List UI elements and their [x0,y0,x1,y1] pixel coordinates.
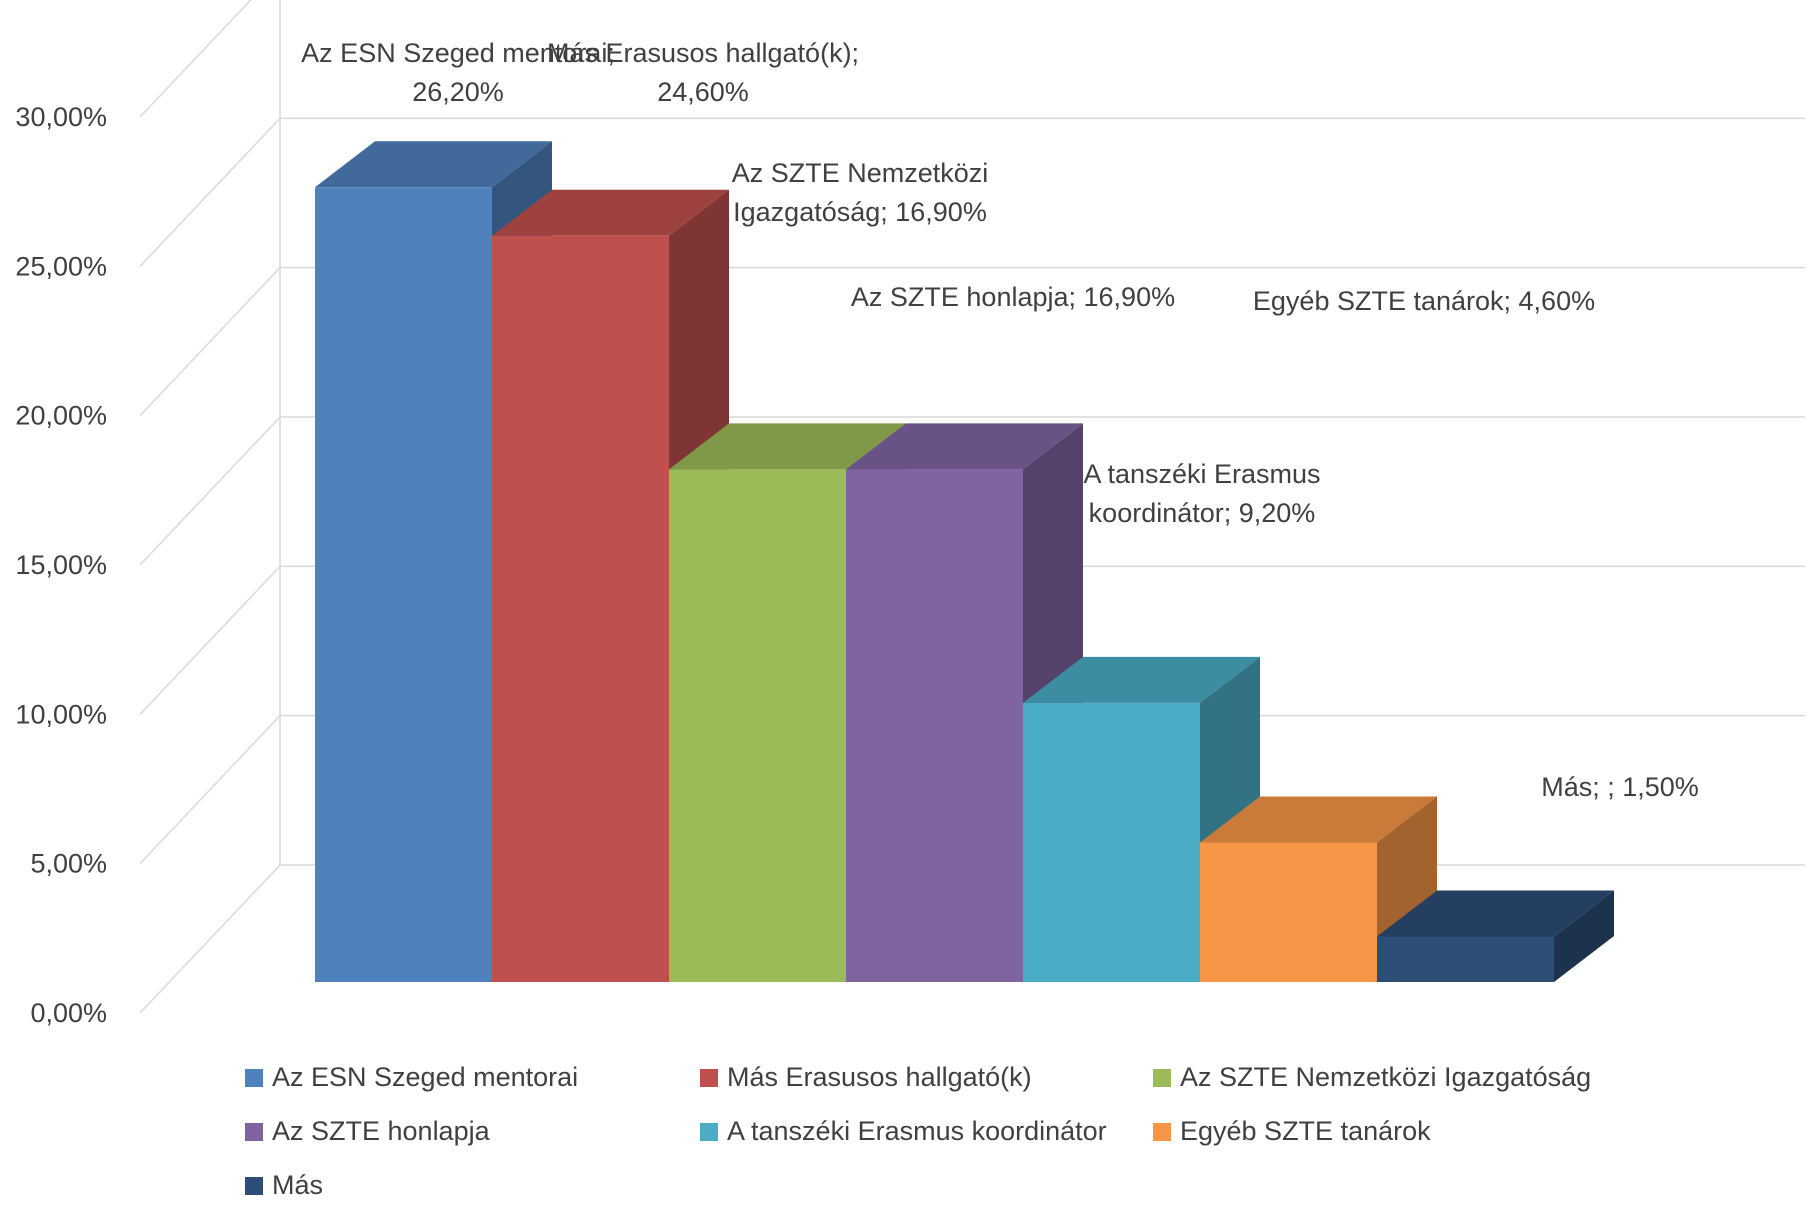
data-label: 26,20% [412,77,504,107]
bar-front [1023,702,1200,982]
bar-top [315,141,552,188]
y-tick-label: 30,00% [15,102,107,132]
legend-item: Más Erasusos hallgató(k) [700,1062,1032,1092]
legend-swatch [700,1069,718,1087]
legend-item: Az ESN Szeged mentorai [245,1062,578,1092]
legend-item: Egyéb SZTE tanárok [1153,1116,1431,1146]
bar-top [1200,796,1437,843]
bar-front [1200,842,1377,982]
gridline-side [139,864,281,1014]
data-label: Az ESN Szeged mentorai; [301,38,615,68]
bar-front [669,469,846,982]
legend-label: Más [272,1170,323,1200]
y-tick-label: 15,00% [15,550,107,580]
gridline-side [139,565,281,715]
legend-label: A tanszéki Erasmus koordinátor [727,1116,1107,1146]
legend-label: Egyéb SZTE tanárok [1180,1116,1431,1146]
legend-label: Az ESN Szeged mentorai [272,1062,578,1092]
data-label: Igazgatóság; 16,90% [733,197,987,227]
gridline-side [139,715,281,865]
y-tick-label: 25,00% [15,251,107,281]
legend-item: Az SZTE Nemzetközi Igazgatóság [1153,1062,1591,1092]
data-labels: Az ESN Szeged mentorai; 26,20% Más Erasuso… [301,38,1699,802]
bar-top [1377,890,1614,937]
gridline-side [139,117,281,267]
bar-top [1023,656,1260,703]
data-label: Egyéb SZTE tanárok; 4,60% [1253,286,1595,316]
bar-front [846,469,1023,982]
legend-swatch [245,1177,263,1195]
bar-top [669,423,906,470]
legend-swatch [1153,1123,1171,1141]
legend-label: Más Erasusos hallgató(k) [727,1062,1032,1092]
gridline-side [139,0,252,118]
bar-top [492,189,729,236]
legend-swatch [245,1069,263,1087]
legend-item: Más [245,1170,323,1200]
gridline-side [139,416,281,566]
bar [1377,890,1614,982]
bar-side [1554,890,1614,982]
bar-front [1377,936,1554,982]
bar-front [492,235,669,983]
data-label: koordinátor; 9,20% [1089,498,1316,528]
y-tick-label: 10,00% [15,699,107,729]
gridline-side [139,267,281,417]
legend: Az ESN Szeged mentorai Más Erasusos hallg… [245,1062,1591,1200]
legend-swatch [1153,1069,1171,1087]
data-label: Más Erasusos hallgató(k); [547,38,859,68]
legend-item: Az SZTE honlapja [245,1116,491,1146]
legend-swatch [245,1123,263,1141]
data-label: Az SZTE Nemzetközi [732,158,989,188]
bar-front [315,187,492,982]
data-label: A tanszéki Erasmus [1083,459,1320,489]
legend-item: A tanszéki Erasmus koordinátor [700,1116,1107,1146]
bar-top [846,423,1083,470]
data-label: Más; ; 1,50% [1541,772,1699,802]
y-tick-label: 5,00% [30,849,107,879]
legend-label: Az SZTE honlapja [272,1116,491,1146]
bar [846,423,1083,982]
legend-label: Az SZTE Nemzetközi Igazgatóság [1180,1062,1591,1092]
legend-swatch [700,1123,718,1141]
y-tick-label: 20,00% [15,401,107,431]
data-label: 24,60% [657,77,749,107]
y-tick-label: 0,00% [30,998,107,1028]
bars [315,141,1614,983]
y-axis: 0,00% 5,00% 10,00% 15,00% 20,00% 25,00% 30,00% [15,102,107,1028]
data-label: Az SZTE honlapja; 16,90% [851,282,1175,312]
